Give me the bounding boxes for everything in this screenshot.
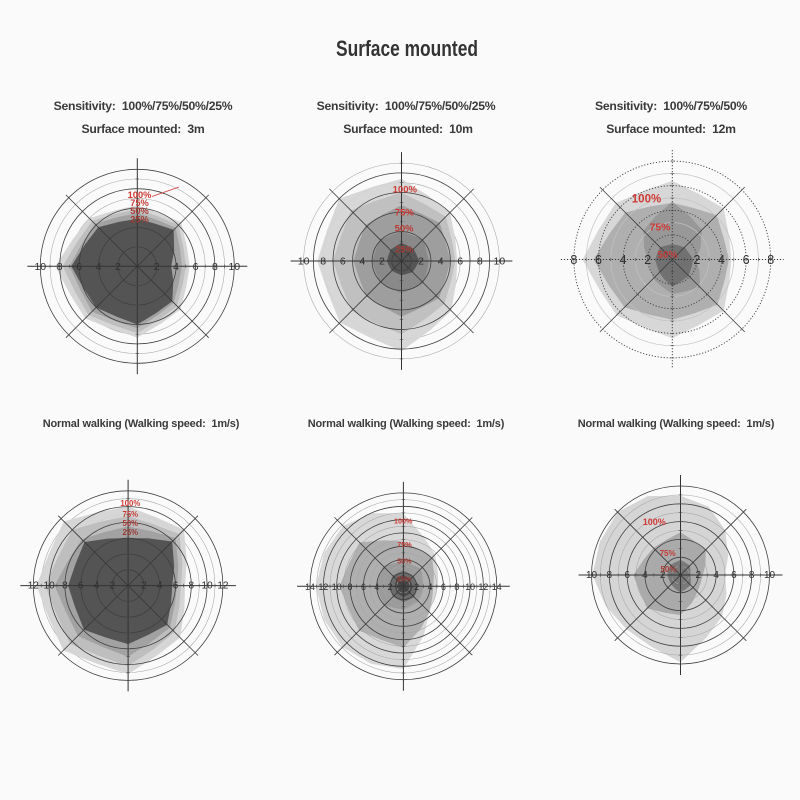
svg-text:25%: 25% — [130, 215, 149, 225]
svg-text:8: 8 — [570, 253, 577, 267]
svg-text:75%: 75% — [395, 208, 415, 219]
svg-text:2: 2 — [693, 253, 700, 267]
svg-text:6: 6 — [78, 581, 84, 592]
svg-text:10: 10 — [228, 261, 240, 273]
svg-text:50%: 50% — [122, 519, 138, 528]
svg-text:12: 12 — [28, 581, 40, 592]
svg-text:2: 2 — [141, 581, 147, 592]
svg-text:8: 8 — [320, 256, 326, 268]
svg-text:75%: 75% — [397, 540, 412, 549]
svg-text:6: 6 — [173, 581, 179, 592]
svg-text:4: 4 — [374, 582, 379, 592]
svg-text:2: 2 — [418, 256, 424, 268]
svg-text:6: 6 — [731, 570, 737, 581]
svg-text:10: 10 — [44, 581, 56, 592]
svg-text:10: 10 — [494, 256, 506, 268]
svg-text:8: 8 — [749, 570, 755, 581]
svg-text:100%: 100% — [120, 499, 140, 508]
svg-text:2: 2 — [414, 582, 419, 592]
svg-text:2: 2 — [696, 570, 702, 581]
svg-text:8: 8 — [57, 261, 63, 273]
svg-text:4: 4 — [173, 261, 179, 273]
svg-text:12: 12 — [319, 582, 329, 592]
svg-text:2: 2 — [644, 253, 651, 267]
svg-text:4: 4 — [359, 256, 365, 268]
svg-text:12: 12 — [217, 581, 229, 592]
svg-text:2: 2 — [110, 581, 116, 592]
svg-text:2: 2 — [388, 582, 393, 592]
svg-text:2: 2 — [379, 256, 385, 268]
svg-text:14: 14 — [305, 582, 315, 592]
svg-text:100%: 100% — [394, 517, 413, 526]
svg-text:10: 10 — [586, 570, 598, 581]
svg-text:4: 4 — [620, 253, 627, 267]
svg-text:75%: 75% — [660, 549, 676, 558]
svg-text:75%: 75% — [130, 198, 149, 208]
svg-text:6: 6 — [743, 253, 750, 267]
svg-text:100%: 100% — [128, 190, 153, 200]
svg-text:8: 8 — [454, 582, 459, 592]
svg-text:8: 8 — [607, 570, 613, 581]
svg-text:100%: 100% — [643, 517, 666, 527]
svg-text:50%: 50% — [395, 224, 415, 235]
svg-text:10: 10 — [298, 256, 310, 268]
svg-text:50%: 50% — [660, 565, 676, 574]
svg-text:6: 6 — [193, 261, 199, 273]
svg-text:6: 6 — [624, 570, 630, 581]
svg-text:2: 2 — [660, 570, 666, 581]
svg-text:2: 2 — [115, 261, 121, 273]
svg-text:25%: 25% — [397, 575, 412, 584]
svg-text:6: 6 — [457, 256, 463, 268]
svg-text:25%: 25% — [395, 245, 413, 255]
svg-text:2: 2 — [154, 261, 160, 273]
svg-text:10: 10 — [764, 570, 776, 581]
svg-text:50%: 50% — [130, 206, 149, 216]
svg-text:75%: 75% — [122, 510, 138, 519]
svg-text:8: 8 — [189, 581, 195, 592]
svg-text:50%: 50% — [657, 250, 677, 261]
svg-text:8: 8 — [348, 582, 353, 592]
svg-text:10: 10 — [34, 261, 46, 273]
svg-text:4: 4 — [713, 570, 719, 581]
svg-text:10: 10 — [202, 581, 214, 592]
svg-text:8: 8 — [767, 253, 774, 267]
svg-text:25%: 25% — [122, 528, 138, 537]
svg-text:12: 12 — [479, 582, 489, 592]
svg-text:6: 6 — [340, 256, 346, 268]
svg-text:4: 4 — [94, 581, 100, 592]
svg-text:8: 8 — [212, 261, 218, 273]
svg-text:6: 6 — [595, 253, 602, 267]
svg-text:100%: 100% — [632, 194, 661, 206]
svg-text:4: 4 — [438, 256, 444, 268]
svg-text:6: 6 — [361, 582, 366, 592]
svg-text:75%: 75% — [649, 222, 671, 234]
svg-text:6: 6 — [441, 582, 446, 592]
svg-text:4: 4 — [642, 570, 648, 581]
svg-text:4: 4 — [718, 253, 725, 267]
svg-text:8: 8 — [62, 581, 68, 592]
svg-text:50%: 50% — [397, 556, 412, 565]
svg-text:8: 8 — [477, 256, 483, 268]
svg-text:10: 10 — [332, 582, 342, 592]
svg-text:4: 4 — [157, 581, 163, 592]
svg-text:14: 14 — [492, 582, 502, 592]
svg-text:10: 10 — [465, 582, 475, 592]
svg-text:100%: 100% — [393, 185, 418, 196]
svg-text:4: 4 — [96, 261, 102, 273]
svg-text:6: 6 — [76, 261, 82, 273]
svg-text:4: 4 — [428, 582, 433, 592]
